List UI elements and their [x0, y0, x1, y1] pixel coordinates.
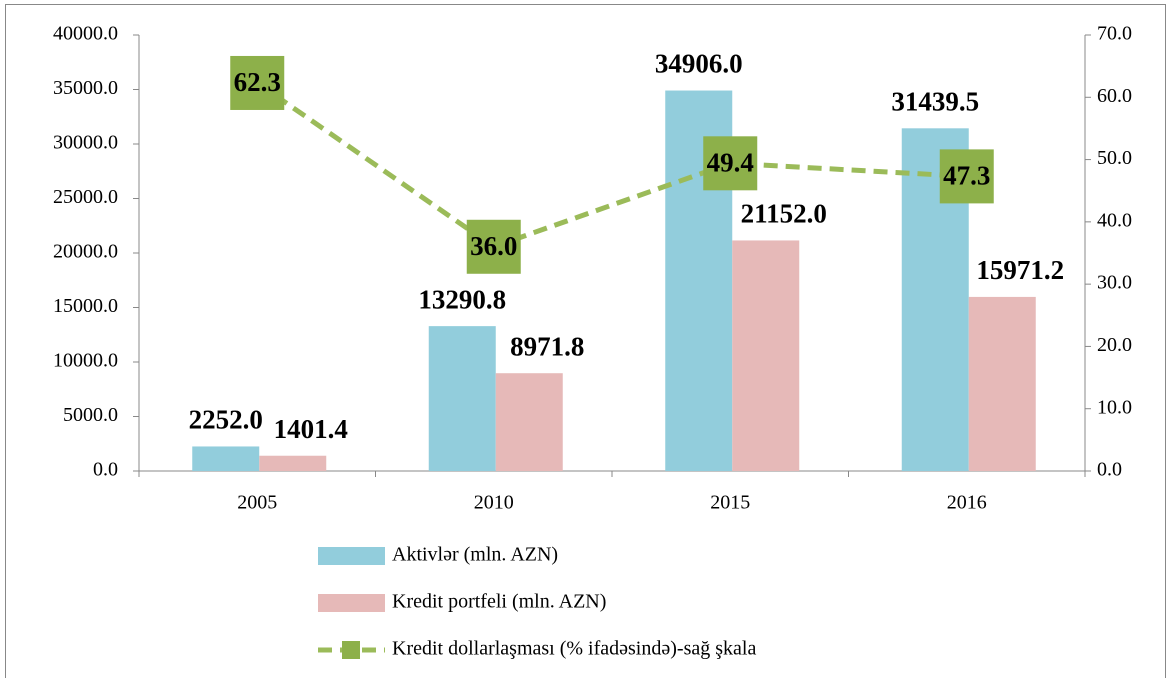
data-label: 2252.0 [189, 405, 263, 435]
y-tick-label: 0.0 [93, 459, 118, 481]
bar [428, 326, 496, 471]
legend-swatch [318, 594, 385, 612]
y-tick-label: 5000.0 [63, 404, 118, 426]
data-label: 21152.0 [741, 199, 827, 229]
y2-tick-label: 0.0 [1097, 459, 1122, 481]
y-tick-label: 30000.0 [53, 132, 118, 154]
legend-label: Kredit dollarlaşması (% ifadəsində)-sağ … [392, 638, 756, 660]
data-label: 36.0 [470, 231, 517, 261]
marker [230, 55, 285, 110]
y2-tick-label: 20.0 [1097, 334, 1132, 356]
data-label: 1401.4 [274, 414, 348, 444]
data-label: 8971.8 [510, 331, 584, 361]
y-tick-label: 35000.0 [53, 77, 118, 99]
y-tick-label: 25000.0 [53, 186, 118, 208]
bar [732, 240, 800, 471]
data-label: 31439.5 [891, 87, 979, 117]
marker [466, 219, 521, 274]
marker [703, 136, 758, 191]
legend-label: Kredit portfeli (mln. AZN) [392, 591, 606, 613]
y2-tick-label: 30.0 [1097, 272, 1132, 294]
y-tick-label: 20000.0 [53, 241, 118, 263]
bar [495, 373, 563, 471]
y2-tick-label: 10.0 [1097, 396, 1132, 418]
y2-tick-label: 60.0 [1097, 85, 1132, 107]
data-label: 49.4 [707, 148, 754, 178]
y2-tick-label: 40.0 [1097, 209, 1132, 231]
data-label: 47.3 [943, 161, 990, 191]
legend-swatch [318, 547, 385, 565]
chart-border [5, 4, 1166, 678]
y2-tick-label: 70.0 [1097, 23, 1132, 45]
x-tick-label: 2016 [947, 492, 987, 514]
legend-label: Aktivlər (mln. AZN) [392, 544, 558, 566]
legend-marker [342, 641, 360, 659]
data-label: 13290.8 [418, 284, 506, 314]
y-tick-label: 40000.0 [53, 23, 118, 45]
data-label: 15971.2 [976, 255, 1064, 285]
x-tick-label: 2005 [237, 492, 277, 514]
y-tick-label: 10000.0 [53, 350, 118, 372]
marker [939, 149, 994, 204]
bar [259, 455, 327, 471]
bar [192, 446, 260, 471]
data-label: 34906.0 [655, 49, 743, 79]
x-tick-label: 2010 [474, 492, 514, 514]
x-tick-label: 2015 [710, 492, 750, 514]
line [255, 80, 967, 250]
data-label: 62.3 [234, 67, 281, 97]
bar [968, 296, 1036, 471]
y2-tick-label: 50.0 [1097, 147, 1132, 169]
y-tick-label: 15000.0 [53, 295, 118, 317]
